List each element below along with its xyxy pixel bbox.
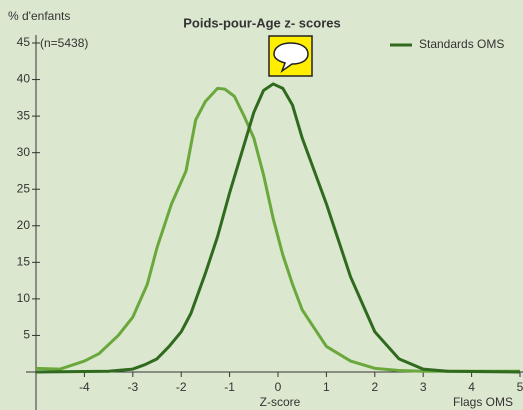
y-tick-label: 15 bbox=[17, 255, 31, 269]
y-tick-label: 35 bbox=[17, 108, 31, 122]
x-tick-label: 1 bbox=[323, 380, 330, 394]
y-axis-label: % d'enfants bbox=[8, 9, 70, 23]
x-tick-label: -3 bbox=[127, 380, 138, 394]
y-tick-label: 20 bbox=[17, 218, 31, 232]
flags-label: Flags OMS bbox=[453, 395, 513, 409]
x-tick-label: -4 bbox=[79, 380, 90, 394]
y-tick-label: 10 bbox=[17, 291, 31, 305]
y-tick-label: 5 bbox=[23, 328, 30, 342]
x-tick-label: 5 bbox=[517, 380, 523, 394]
x-tick-label: 4 bbox=[468, 380, 475, 394]
x-tick-label: 0 bbox=[275, 380, 282, 394]
chart-title: Poids-pour-Age z- scores bbox=[183, 15, 340, 30]
x-tick-label: -2 bbox=[176, 380, 187, 394]
y-tick-label: 25 bbox=[17, 181, 31, 195]
y-tick-label: 40 bbox=[17, 72, 31, 86]
x-tick-label: 3 bbox=[420, 380, 427, 394]
data-line bbox=[35, 82, 521, 374]
legend-label: Standards OMS bbox=[419, 37, 504, 51]
data-line bbox=[35, 86, 520, 373]
x-tick-label: -1 bbox=[224, 380, 235, 394]
y-tick-label: 45 bbox=[17, 35, 31, 49]
comment-icon[interactable] bbox=[268, 35, 313, 77]
sample-note: (n=5438) bbox=[40, 36, 88, 50]
y-tick-label: 30 bbox=[17, 145, 31, 159]
x-tick-label: 2 bbox=[371, 380, 378, 394]
x-axis-label: Z-score bbox=[260, 395, 301, 409]
